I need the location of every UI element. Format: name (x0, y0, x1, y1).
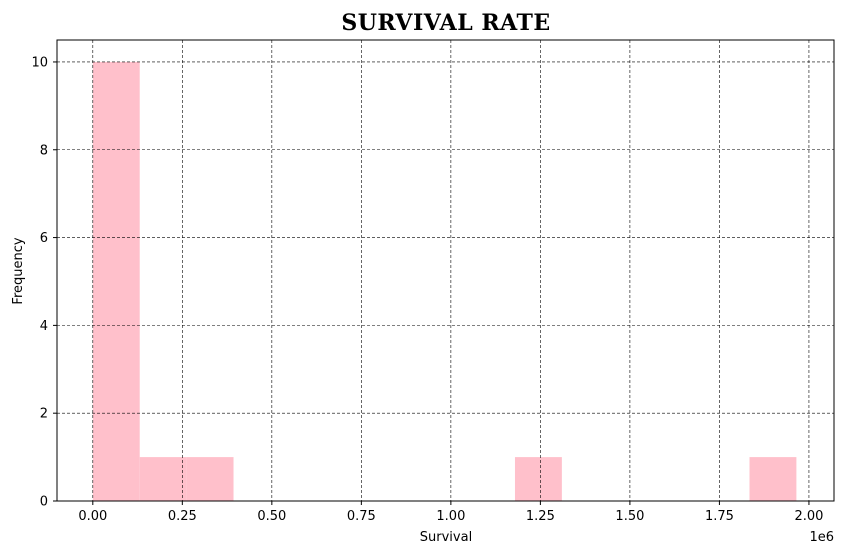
y-tick-label-2: 4 (40, 319, 48, 334)
x-tick-label-0: 0.00 (78, 509, 107, 524)
y-tick-label-5: 10 (31, 55, 48, 70)
histogram-bar-2 (186, 457, 234, 501)
x-tick-label-5: 1.25 (526, 509, 555, 524)
grid-group (57, 40, 834, 502)
histogram-bar-3 (514, 457, 562, 501)
x-tick-label-1: 0.25 (168, 509, 197, 524)
y-axis-label: Frequency (11, 237, 26, 304)
x-axis-label: Survival (420, 530, 472, 545)
histogram-bar-1 (139, 457, 187, 501)
x-tick-label-4: 1.00 (436, 509, 465, 524)
y-tick-label-4: 8 (40, 143, 48, 158)
x-tick-label-7: 1.75 (705, 509, 734, 524)
histogram-bar-0 (92, 61, 140, 501)
chart-title: SURVIVAL RATE (341, 10, 550, 36)
plot-frame (56, 39, 835, 502)
x-tick-label-2: 0.50 (257, 509, 286, 524)
bars-group (92, 61, 797, 501)
x-offset-label: 1e6 (809, 530, 834, 545)
x-tick-label-3: 0.75 (347, 509, 376, 524)
histogram-bar-4 (749, 457, 797, 501)
y-tick-label-3: 6 (40, 231, 48, 246)
x-tick-label-6: 1.50 (615, 509, 644, 524)
x-tick-label-8: 2.00 (794, 509, 823, 524)
y-tick-label-1: 2 (40, 407, 48, 422)
y-axis-ticks: 0 2 4 6 8 10 (31, 55, 57, 510)
x-axis-ticks: 0.00 0.25 0.50 0.75 1.00 1.25 1.50 1.75 2.00 (78, 501, 823, 524)
y-tick-label-0: 0 (40, 495, 48, 510)
